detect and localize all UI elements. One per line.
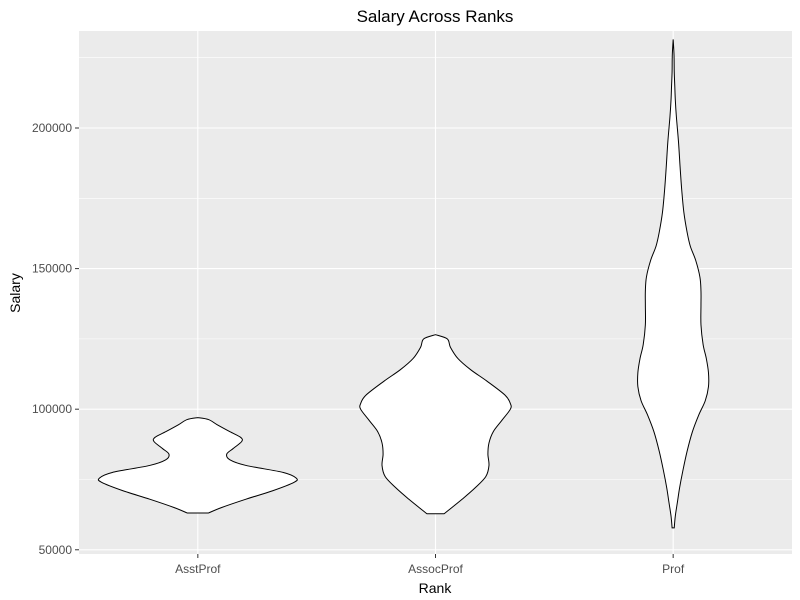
y-tick-label: 100000 [32,402,72,416]
y-tick-label: 200000 [32,121,72,135]
x-tick-label: AsstProf [175,562,221,576]
y-tick-label: 50000 [39,543,73,557]
axes: 50000 100000 150000 200000 AsstProf AssocProf… [32,121,685,576]
x-tick-label: Prof [662,562,685,576]
violin-assocprof [359,334,512,515]
y-tick-label: 150000 [32,262,72,276]
y-axis-title: Salary [7,273,23,313]
chart-title: Salary Across Ranks [357,7,514,26]
violin-prof [637,39,710,529]
violins [97,39,710,529]
x-axis-title: Rank [419,580,453,596]
x-tick-label: AssocProf [408,562,463,576]
violin-asstprof [97,417,298,514]
